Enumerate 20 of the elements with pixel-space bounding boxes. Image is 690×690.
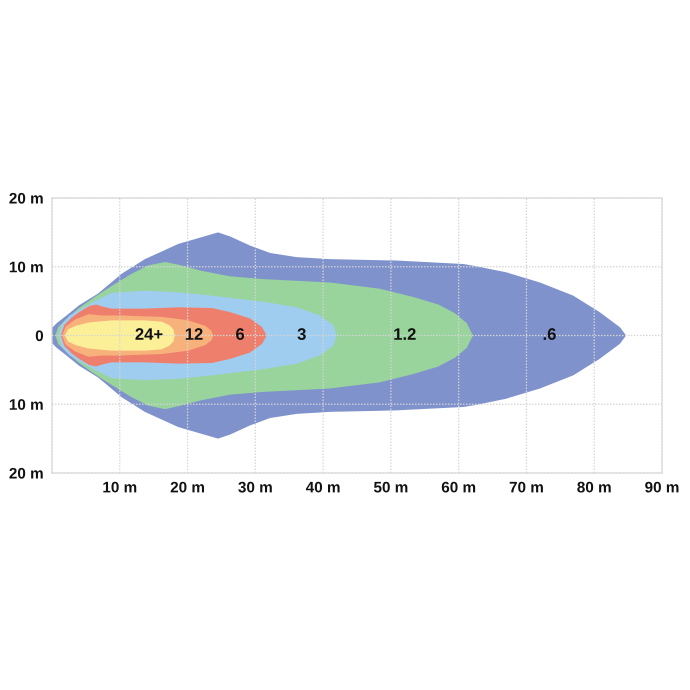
x-tick-label: 20 m [170,482,204,493]
x-tick-label: 50 m [374,482,408,493]
series-label: 3 [298,328,306,340]
y-tick-label: 20 m [9,468,43,479]
x-tick-label: 40 m [306,482,340,493]
x-tick-label: 10 m [103,482,136,493]
x-tick-label: 60 m [442,482,476,493]
y-tick-label: 0 [36,330,44,342]
series-label: 6 [236,328,244,340]
x-tick-label: 80 m [577,482,611,493]
y-tick-label: 10 m [10,262,43,272]
y-tick-label: 20 m [9,192,43,204]
x-tick-label: 90 m [645,482,678,493]
series-label: 12 [186,328,203,340]
x-tick-label: 70 m [510,482,543,493]
y-tick-label: 10 m [10,399,43,410]
series-label: .6 [544,328,556,340]
series-label: 1.2 [394,328,416,340]
series-label: 24+ [135,328,162,340]
x-tick-label: 30 m [238,482,272,493]
